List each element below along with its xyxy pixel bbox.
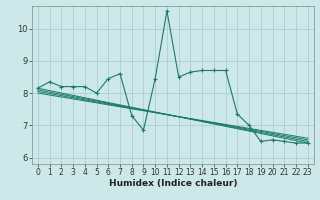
X-axis label: Humidex (Indice chaleur): Humidex (Indice chaleur): [108, 179, 237, 188]
